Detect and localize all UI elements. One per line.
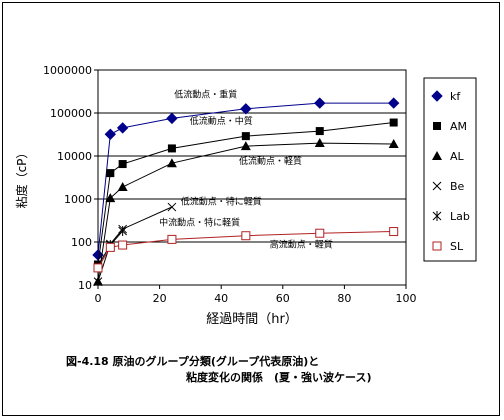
figure-caption-line2: 粘度変化の関係 (夏・強い波ケース) [186,371,372,384]
data-point-SL [167,234,177,244]
x-tick-label: 20 [153,292,167,305]
legend-label-AM: AM [450,120,467,133]
y-axis-title: 粘度（cP） [14,147,29,209]
legend-marker-Be [432,181,442,191]
x-axis-title: 経過時間（hr） [206,312,298,327]
legend-label-Be: Be [450,180,465,193]
legend-marker-SL [432,241,442,251]
legend-marker-AM [433,122,441,130]
annotation-label: 中流動点・特に軽質 [159,217,240,229]
x-tick-label: 0 [95,292,102,305]
data-point-AM [389,118,398,127]
plot-area [97,69,407,286]
data-point-AM [167,144,176,153]
data-point-SL [389,227,399,237]
y-tick-label: 100000 [50,107,92,120]
legend-label-Lab: Lab [450,210,470,223]
data-point-kf [116,122,129,134]
data-point-Be [93,277,103,286]
data-point-kf [240,103,252,115]
y-tick-label: 1000 [64,193,92,206]
legend-label-kf: kf [450,90,461,103]
data-point-AL [388,139,399,149]
annotation-label: 低流動点・重質 [174,88,237,100]
data-point-Be [167,202,177,212]
legend [423,77,477,262]
annotation-label: 低流動点・特に軽質 [181,195,262,207]
data-point-AM [241,132,250,141]
x-tick-label: 40 [214,292,228,305]
annotation-label: 低流動点・中質 [190,115,253,127]
y-tick-label: 100 [71,236,92,249]
y-tick-label: 10000 [57,150,92,163]
data-point-kf [92,249,104,261]
data-point-AM [315,127,324,136]
legend-label-SL: SL [450,240,464,253]
data-point-SL [315,228,325,238]
x-tick-label: 100 [396,292,417,305]
figure-caption-line1: 図-4.18 原油のグループ分類(グループ代表原油)と [66,355,320,368]
y-tick-label: 10 [78,279,92,292]
data-point-AL [166,158,177,168]
data-point-SL [93,263,103,273]
data-point-AL [117,182,128,192]
annotation-label: 低流動点・軽質 [239,155,302,167]
x-tick-label: 80 [337,292,351,305]
data-point-kf [166,112,178,125]
data-point-kf [387,97,400,109]
data-point-Lab [118,226,127,237]
data-point-AL [314,138,325,148]
data-point-kf [314,97,326,109]
data-point-SL [241,231,251,241]
data-point-AM [106,169,115,178]
y-tick-label: 1000000 [43,64,92,77]
data-point-AL [105,193,116,203]
data-point-SL [118,240,128,250]
data-point-kf [104,128,117,140]
annotation-label: 高流動点・軽質 [270,238,333,250]
legend-marker-AL [432,151,442,160]
legend-label-AL: AL [450,150,465,163]
legend-marker-kf [431,90,443,102]
series-line-Be [97,206,173,282]
data-point-SL [105,242,115,252]
legend-marker-Lab [432,211,442,221]
data-point-AM [118,160,127,169]
data-point-AL [240,141,251,151]
x-tick-label: 60 [276,292,290,305]
